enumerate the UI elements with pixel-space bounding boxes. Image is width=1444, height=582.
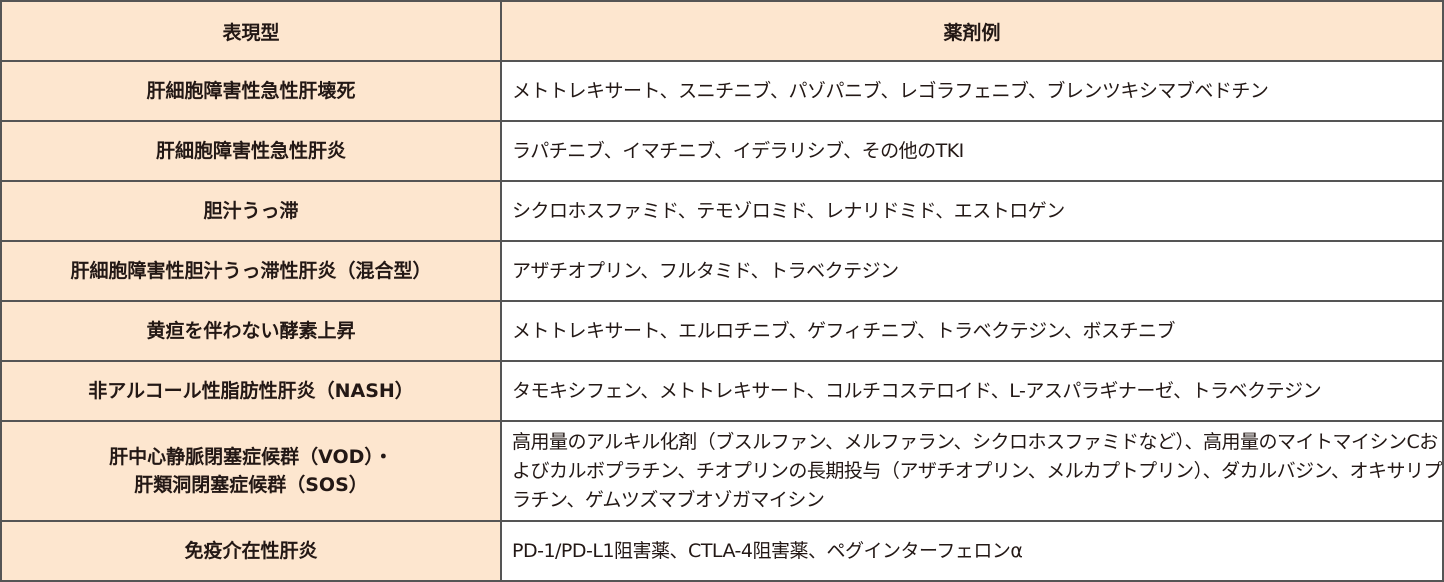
phenotype-cell: 非アルコール性脂肪性肝炎（NASH）	[0, 360, 502, 422]
table-row: 胆汁うっ滞 シクロホスファミド、テモゾロミド、レナリドミド、エストロゲン	[0, 180, 1444, 242]
drugs-cell: 高用量のアルキル化剤（ブスルファン、メルファラン、シクロホスファミドなど）、高用…	[500, 420, 1444, 522]
drugs-cell: アザチオプリン、フルタミド、トラベクテジン	[500, 240, 1444, 302]
table-row: 肝細胞障害性急性肝壊死 メトトレキサート、スニチニブ、パゾパニブ、レゴラフェニブ…	[0, 60, 1444, 122]
phenotype-cell: 免疫介在性肝炎	[0, 520, 502, 582]
drugs-cell: メトトレキサート、スニチニブ、パゾパニブ、レゴラフェニブ、ブレンツキシマブベドチ…	[500, 60, 1444, 122]
table-row: 非アルコール性脂肪性肝炎（NASH） タモキシフェン、メトトレキサート、コルチコ…	[0, 360, 1444, 422]
table-row: 肝中心静脈閉塞症候群（VOD）・ 肝類洞閉塞症候群（SOS） 高用量のアルキル化…	[0, 420, 1444, 522]
header-phenotype: 表現型	[0, 0, 502, 62]
header-row: 表現型 薬剤例	[0, 0, 1444, 62]
phenotype-line: 肝中心静脈閉塞症候群（VOD）・	[109, 446, 393, 468]
phenotype-cell: 胆汁うっ滞	[0, 180, 502, 242]
drugs-cell: シクロホスファミド、テモゾロミド、レナリドミド、エストロゲン	[500, 180, 1444, 242]
header-drugs: 薬剤例	[500, 0, 1444, 62]
table-row: 黄疸を伴わない酵素上昇 メトトレキサート、エルロチニブ、ゲフィチニブ、トラベクテ…	[0, 300, 1444, 362]
phenotype-cell: 肝細胞障害性急性肝炎	[0, 120, 502, 182]
drugs-cell: PD-1/PD-L1阻害薬、CTLA-4阻害薬、ペグインターフェロンα	[500, 520, 1444, 582]
phenotype-cell: 肝細胞障害性胆汁うっ滞性肝炎（混合型）	[0, 240, 502, 302]
table-row: 免疫介在性肝炎 PD-1/PD-L1阻害薬、CTLA-4阻害薬、ペグインターフェ…	[0, 520, 1444, 582]
phenotype-cell: 肝中心静脈閉塞症候群（VOD）・ 肝類洞閉塞症候群（SOS）	[0, 420, 502, 522]
drugs-cell: タモキシフェン、メトトレキサート、コルチコステロイド、L-アスパラギナーゼ、トラ…	[500, 360, 1444, 422]
phenotype-cell: 黄疸を伴わない酵素上昇	[0, 300, 502, 362]
phenotype-cell: 肝細胞障害性急性肝壊死	[0, 60, 502, 122]
table-row: 肝細胞障害性胆汁うっ滞性肝炎（混合型） アザチオプリン、フルタミド、トラベクテジ…	[0, 240, 1444, 302]
table-row: 肝細胞障害性急性肝炎 ラパチニブ、イマチニブ、イデラリシブ、その他のTKI	[0, 120, 1444, 182]
drugs-cell: ラパチニブ、イマチニブ、イデラリシブ、その他のTKI	[500, 120, 1444, 182]
phenotype-line: 肝類洞閉塞症候群（SOS）	[134, 474, 368, 496]
drugs-cell: メトトレキサート、エルロチニブ、ゲフィチニブ、トラベクテジン、ボスチニブ	[500, 300, 1444, 362]
